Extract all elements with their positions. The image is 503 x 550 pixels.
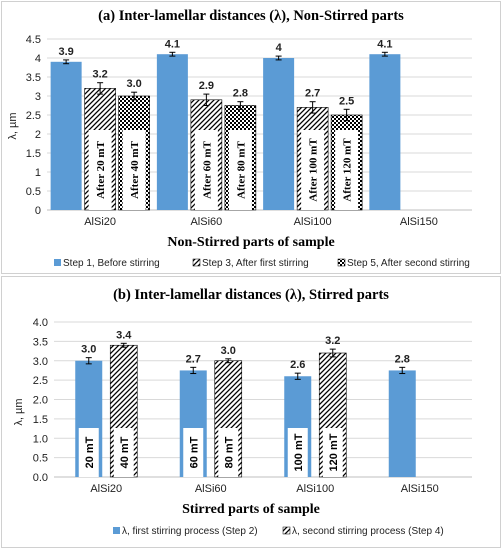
y-tick-label: 1.0 xyxy=(33,433,48,445)
bar-inner-label: After 120 mT xyxy=(342,138,354,202)
chart-a-ylabel: λ, µm xyxy=(7,112,19,139)
chart-a-xlabel: Non-Stirred parts of sample xyxy=(167,235,334,250)
y-tick-label: 2 xyxy=(35,129,41,141)
bar-inner-label: 40 mT xyxy=(119,436,131,468)
bar-inner-label: After 40 mT xyxy=(129,140,141,198)
data-label: 4.1 xyxy=(377,38,392,50)
chart-a-legend-label-2: Step 3, After first stirring xyxy=(202,258,309,269)
bar-label-box xyxy=(228,130,252,210)
chart-a-legend-label-3: Step 5, After second stirring xyxy=(347,258,470,269)
y-tick-label: 3.0 xyxy=(33,356,48,368)
bar-label-box xyxy=(113,428,134,477)
bar-label-box xyxy=(322,428,343,477)
data-label: 2.6 xyxy=(290,359,305,371)
chart-panel-b: (b) Inter-lamellar distances (λ), Stirre… xyxy=(1,276,501,548)
y-tick-label: 0.0 xyxy=(33,472,48,484)
y-tick-label: 4 xyxy=(35,53,41,65)
chart-b-svg: (b) Inter-lamellar distances (λ), Stirre… xyxy=(13,287,472,537)
x-tick-label: AlSi100 xyxy=(294,216,332,228)
data-label: 4 xyxy=(276,42,283,54)
chart-b-legend-label-2: λ, second stirring process (Step 4) xyxy=(292,526,444,537)
y-tick-label: 0.5 xyxy=(33,453,48,465)
data-label: 2.7 xyxy=(305,88,320,100)
bar-inner-label: After 20 mT xyxy=(95,140,107,198)
bar-inner-label: After 100 mT xyxy=(308,138,320,202)
chart-a-title: (a) Inter-lamellar distances (λ), Non-St… xyxy=(98,8,404,24)
data-label: 3.2 xyxy=(92,69,107,81)
y-tick-label: 2.5 xyxy=(26,110,41,122)
data-label: 3.0 xyxy=(221,345,236,357)
x-tick-label: AlSi60 xyxy=(190,216,222,228)
bar-label-box xyxy=(88,130,112,210)
x-tick-label: AlSi150 xyxy=(401,483,439,495)
chart-b-ylabel: λ, µm xyxy=(13,398,25,425)
y-tick-label: 0.5 xyxy=(26,186,41,198)
x-tick-label: AlSi100 xyxy=(296,483,334,495)
y-tick-label: 3 xyxy=(35,91,41,103)
y-tick-label: 2.0 xyxy=(33,395,48,407)
legend-swatch xyxy=(282,526,291,535)
chart-panel-a: (a) Inter-lamellar distances (λ), Non-St… xyxy=(1,1,501,274)
bar-inner-label: 60 mT xyxy=(188,436,200,468)
bar-label-box xyxy=(78,428,99,477)
y-tick-label: 4.5 xyxy=(26,34,41,46)
y-tick-label: 3.5 xyxy=(26,72,41,84)
y-tick-label: 3.5 xyxy=(33,336,48,348)
y-tick-label: 0 xyxy=(35,205,41,217)
bar-label-box xyxy=(301,130,325,210)
bar xyxy=(388,370,416,477)
bar-inner-label: 20 mT xyxy=(84,436,96,468)
data-label: 4.1 xyxy=(165,38,180,50)
data-label: 3.9 xyxy=(58,46,73,58)
data-label: 2.8 xyxy=(233,88,248,100)
bar xyxy=(156,54,188,211)
chart-a-legend-label-1: Step 1, Before stirring xyxy=(63,258,160,269)
bar-label-box xyxy=(183,428,204,477)
bar-label-box xyxy=(194,130,218,210)
data-label: 2.9 xyxy=(199,80,214,92)
bar-inner-label: 80 mT xyxy=(223,436,235,468)
legend-swatch xyxy=(113,527,120,534)
data-label: 2.7 xyxy=(186,353,201,365)
chart-b-title: (b) Inter-lamellar distances (λ), Stirre… xyxy=(113,287,389,303)
y-tick-label: 2.5 xyxy=(33,375,48,387)
y-tick-label: 1 xyxy=(35,167,41,179)
bar-inner-label: 120 mT xyxy=(328,433,340,471)
bar-label-box xyxy=(122,130,146,210)
x-tick-label: AlSi20 xyxy=(84,216,116,228)
bar-inner-label: After 80 mT xyxy=(235,140,247,198)
y-tick-label: 1.5 xyxy=(33,414,48,426)
bar xyxy=(263,58,295,210)
data-label: 3.4 xyxy=(116,329,132,341)
data-label: 2.5 xyxy=(339,95,354,107)
y-tick-label: 1.5 xyxy=(26,148,41,160)
chart-b-xlabel: Stirred parts of sample xyxy=(182,502,320,517)
x-tick-label: AlSi60 xyxy=(195,483,227,495)
bar-label-box xyxy=(335,130,359,210)
x-tick-label: AlSi150 xyxy=(400,216,438,228)
y-tick-label: 4.0 xyxy=(33,317,48,329)
bar-inner-label: 100 mT xyxy=(293,433,305,471)
data-label: 3.2 xyxy=(325,335,340,347)
bar-label-box xyxy=(218,428,239,477)
x-tick-label: AlSi20 xyxy=(90,483,122,495)
legend-swatch xyxy=(54,259,61,266)
chart-a-svg: (a) Inter-lamellar distances (λ), Non-St… xyxy=(7,8,472,269)
chart-b-legend-label-1: λ, first stirring process (Step 2) xyxy=(122,526,258,537)
bar-label-box xyxy=(287,428,308,477)
data-label: 3.0 xyxy=(126,78,141,90)
data-label: 2.8 xyxy=(395,353,410,365)
bar-inner-label: After 60 mT xyxy=(201,140,213,198)
legend-swatch xyxy=(337,258,346,267)
data-label: 3.0 xyxy=(81,344,96,356)
legend-swatch xyxy=(192,258,201,267)
bar xyxy=(369,54,401,211)
bar xyxy=(50,61,82,210)
